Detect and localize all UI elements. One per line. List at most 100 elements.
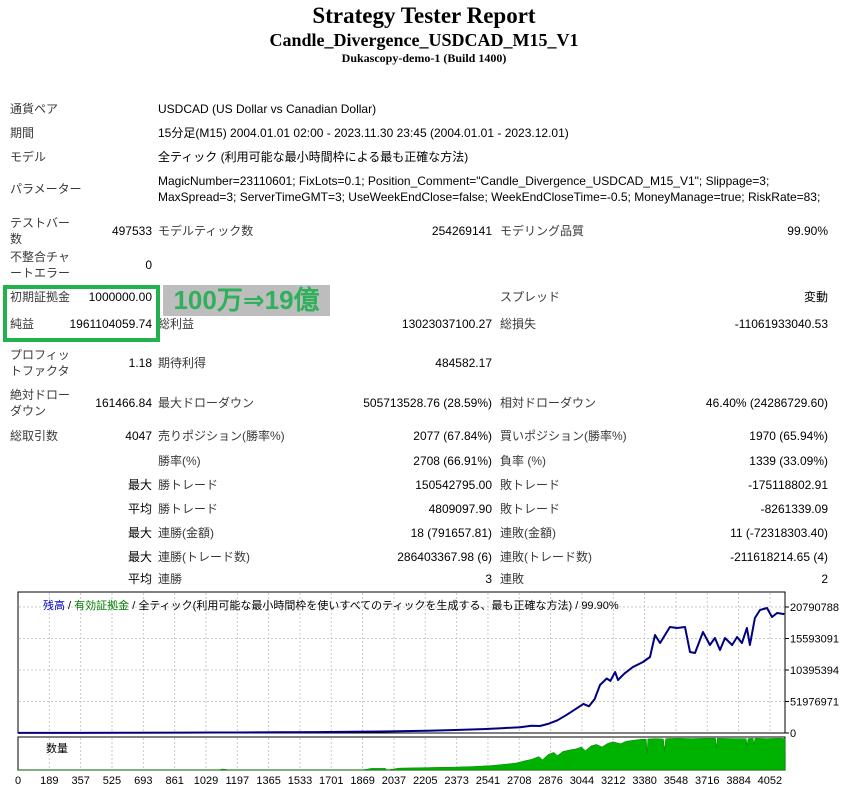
x-axis-tick-label: 0 [15,775,21,787]
row-value: 286403367.98 (6) [397,550,492,564]
row-value: 1961104059.74 [69,317,152,331]
row-label: 連勝 [158,572,183,586]
row-value: 254269141 [431,224,492,238]
y-axis-tick-label: 20790788 [790,602,839,614]
row-value: 497533 [111,224,152,238]
x-axis-tick-label: 357 [71,775,89,787]
ea-symbol-title: Candle_Divergence_USDCAD_M15_V1 [269,30,579,50]
row-value-wide: USDCAD (US Dollar vs Canadian Dollar) [158,102,377,116]
x-axis-tick-label: 1365 [256,775,280,787]
row-label: 連敗 [500,572,525,586]
row-value: 99.90% [787,224,828,238]
main-plot-area [17,591,786,734]
row-label-prefix: 最大 [127,526,152,540]
x-axis-tick-label: 189 [40,775,58,787]
x-axis-tick-label: 693 [134,775,152,787]
row-value: 484582.17 [435,356,492,370]
row-label: 純益 [10,317,35,331]
row-label: 期待利得 [158,356,207,370]
row-value: 2708 (66.91%) [413,454,492,468]
row-label: モデリング品質 [500,224,585,238]
x-axis-tick-label: 2541 [476,775,500,787]
row-label: 勝トレード [158,502,219,516]
row-value-wide: 全ティック (利用可能な最小時間枠による最も正確な方法) [158,150,469,164]
row-label: 相対ドローダウン [500,396,597,410]
x-axis-tick-label: 3044 [570,775,594,787]
lots-histogram [18,738,786,771]
row-label: 総利益 [158,317,195,331]
row-label-prefix: 平均 [127,502,152,516]
row-value: -175118802.91 [748,478,828,492]
row-label: パラメーター [10,182,82,196]
row-value: 3 [485,572,492,586]
row-label: 通貨ペア [10,102,59,116]
y-axis-tick-label: 0 [790,728,796,740]
row-value: 1000000.00 [88,290,152,304]
row-label: 総損失 [500,317,537,331]
row-label: モデルティック数 [158,224,254,238]
row-label: 期間 [10,126,35,140]
row-value: 150542795.00 [415,478,492,492]
server-build-line: Dukascopy-demo-1 (Build 1400) [341,51,507,65]
row-value: 13023037100.27 [401,317,492,331]
balance-equity-curve [18,607,785,734]
legend-equity-label: 有効証拠金 [74,600,130,612]
x-axis-tick-label: 525 [103,775,121,787]
row-label-prefix: 平均 [127,572,152,586]
x-axis-tick-label: 4052 [758,775,782,787]
x-axis-tick-label: 1533 [288,775,312,787]
row-label: 初期証拠金 [10,290,71,304]
row-label: 買いポジション(勝率%) [500,429,627,443]
row-value: 1.18 [128,356,152,370]
legend-model-text: 全ティック(利用可能な最小時間枠を使いすべてのティックを生成する、最も正確な方法… [138,600,573,612]
row-value: -11061933040.53 [734,317,828,331]
row-label: 絶対ドロー ダウン [10,388,71,418]
legend-balance-label: 残高 [43,600,65,612]
row-value: 18 (791657.81) [410,526,492,540]
row-label: 売りポジション(勝率%) [158,429,285,443]
row-label: 勝トレード [158,478,219,492]
chart-legend: 残高 / 有効証拠金 / 全ティック(利用可能な最小時間枠を使いすべてのティック… [43,597,619,613]
row-value: 4809097.90 [428,502,492,516]
page-title: Strategy Tester Report [312,3,536,28]
lots-chart-label: 数量 [46,743,68,755]
x-axis-tick-label: 3548 [664,775,688,787]
x-axis-tick-label: 2205 [413,775,437,787]
row-label: 敗トレード [500,478,561,492]
row-value-wide: 15分足(M15) 2004.01.01 02:00 - 2023.11.30 … [158,126,569,140]
row-label: 勝率(%) [158,454,201,468]
report-title-block: Strategy Tester Report Candle_Divergence… [0,2,848,66]
y-axis-tick-label: 10395394 [790,665,839,677]
row-value: -8261339.09 [760,502,828,516]
row-label: プロフィッ トファクタ [10,348,70,378]
row-value: -211618214.65 (4) [730,550,828,564]
x-axis-tick-label: 1869 [350,775,374,787]
legend-separator: / [572,600,582,612]
legend-quality: 99.90% [581,600,619,612]
row-value: 4047 [125,429,152,443]
row-label: 連敗(金額) [500,526,556,540]
x-axis-tick-label: 861 [165,775,183,787]
x-axis-tick-label: 2373 [444,775,468,787]
row-label: 最大ドローダウン [158,396,255,410]
row-value: 変動 [803,290,828,304]
row-label-prefix: 最大 [127,550,152,564]
row-value: 0 [145,258,152,272]
row-label: 連勝(金額) [158,526,214,540]
row-label: スプレッド [500,290,561,304]
initial-deposit-highlight-box [3,285,160,342]
x-axis-tick-label: 2708 [507,775,531,787]
balance-chart: 0 189 357 525 693 861 1029 1197 1365 1533 1701 1869… [0,588,848,789]
row-label: 総取引数 [10,429,59,443]
row-value: 505713528.76 (28.59%) [363,396,492,410]
y-axis-tick-label: 15593091 [790,634,839,646]
row-value: 2 [821,572,828,586]
row-value: 46.40% (24286729.60) [705,396,828,410]
x-axis-tick-label: 1701 [319,775,343,787]
chart-svg: 0 189 357 525 693 861 1029 1197 1365 1533 1701 1869… [15,591,839,787]
row-label: 敗トレード [500,502,561,516]
row-value: 1970 (65.94%) [749,429,828,443]
x-axis-tick-label: 2876 [538,775,562,787]
profit-annotation: 100万⇒19億 [163,285,330,316]
